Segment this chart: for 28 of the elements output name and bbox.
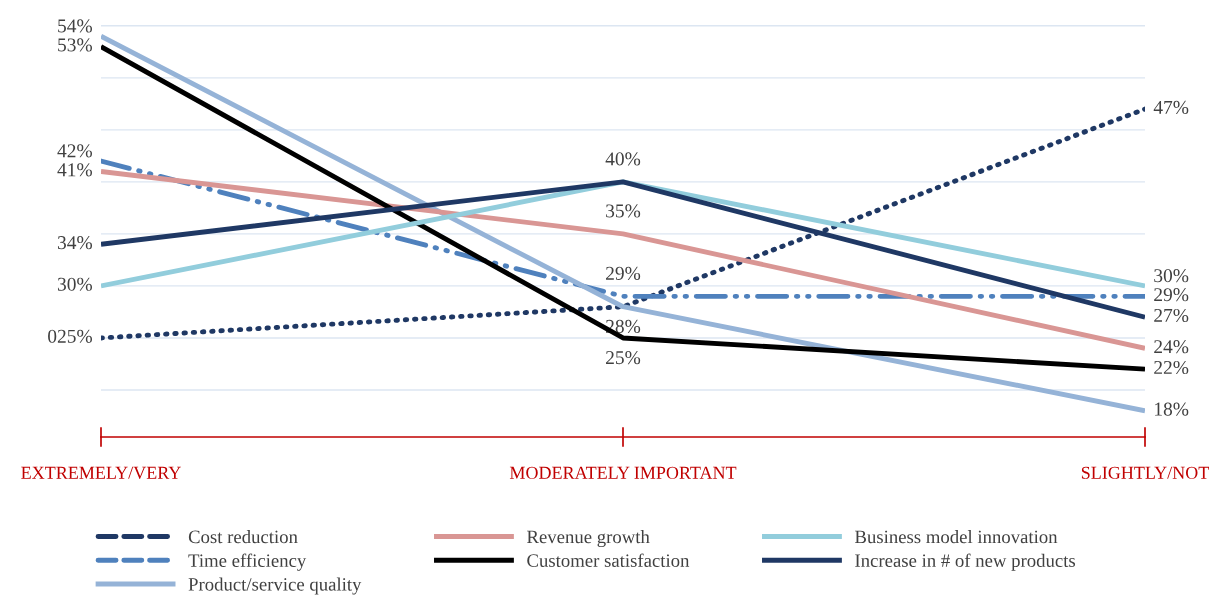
data-label: 18% (1155, 402, 1189, 416)
data-label: 34% (57, 236, 92, 250)
legend-label: Time efficiency (188, 553, 307, 571)
data-label: 24% (1154, 340, 1189, 354)
data-label: 30% (57, 277, 92, 291)
legend-label: Increase in # of new products (855, 553, 1076, 571)
data-label: 025% (48, 329, 92, 343)
x-tick-label: EXTREMELY/VERY (21, 466, 181, 479)
data-label: 42% (57, 144, 92, 158)
data-label: 27% (1154, 308, 1189, 323)
x-tick-label: SLIGHTLY/NOT (1081, 466, 1209, 479)
data-label: 47% (1153, 100, 1189, 114)
data-label: 35% (606, 204, 641, 218)
data-label: 22% (1154, 360, 1189, 375)
data-label: 54% (58, 19, 92, 33)
legend-label: Cost reduction (188, 530, 298, 544)
legend-label: Business model innovation (854, 530, 1058, 544)
data-label: 41% (57, 163, 92, 177)
data-label: 25% (606, 351, 641, 365)
x-tick-label: MODERATELY IMPORTANT (509, 466, 737, 479)
data-label: 29% (606, 266, 641, 280)
data-label: 30% (1154, 269, 1189, 283)
legend-label: Revenue growth (526, 530, 650, 548)
data-label: 29% (1154, 288, 1189, 302)
legend-label: Customer satisfaction (527, 553, 690, 567)
data-label: 53% (58, 38, 92, 52)
legend-label: Product/service quality (188, 577, 362, 595)
data-label: 40% (605, 152, 641, 166)
